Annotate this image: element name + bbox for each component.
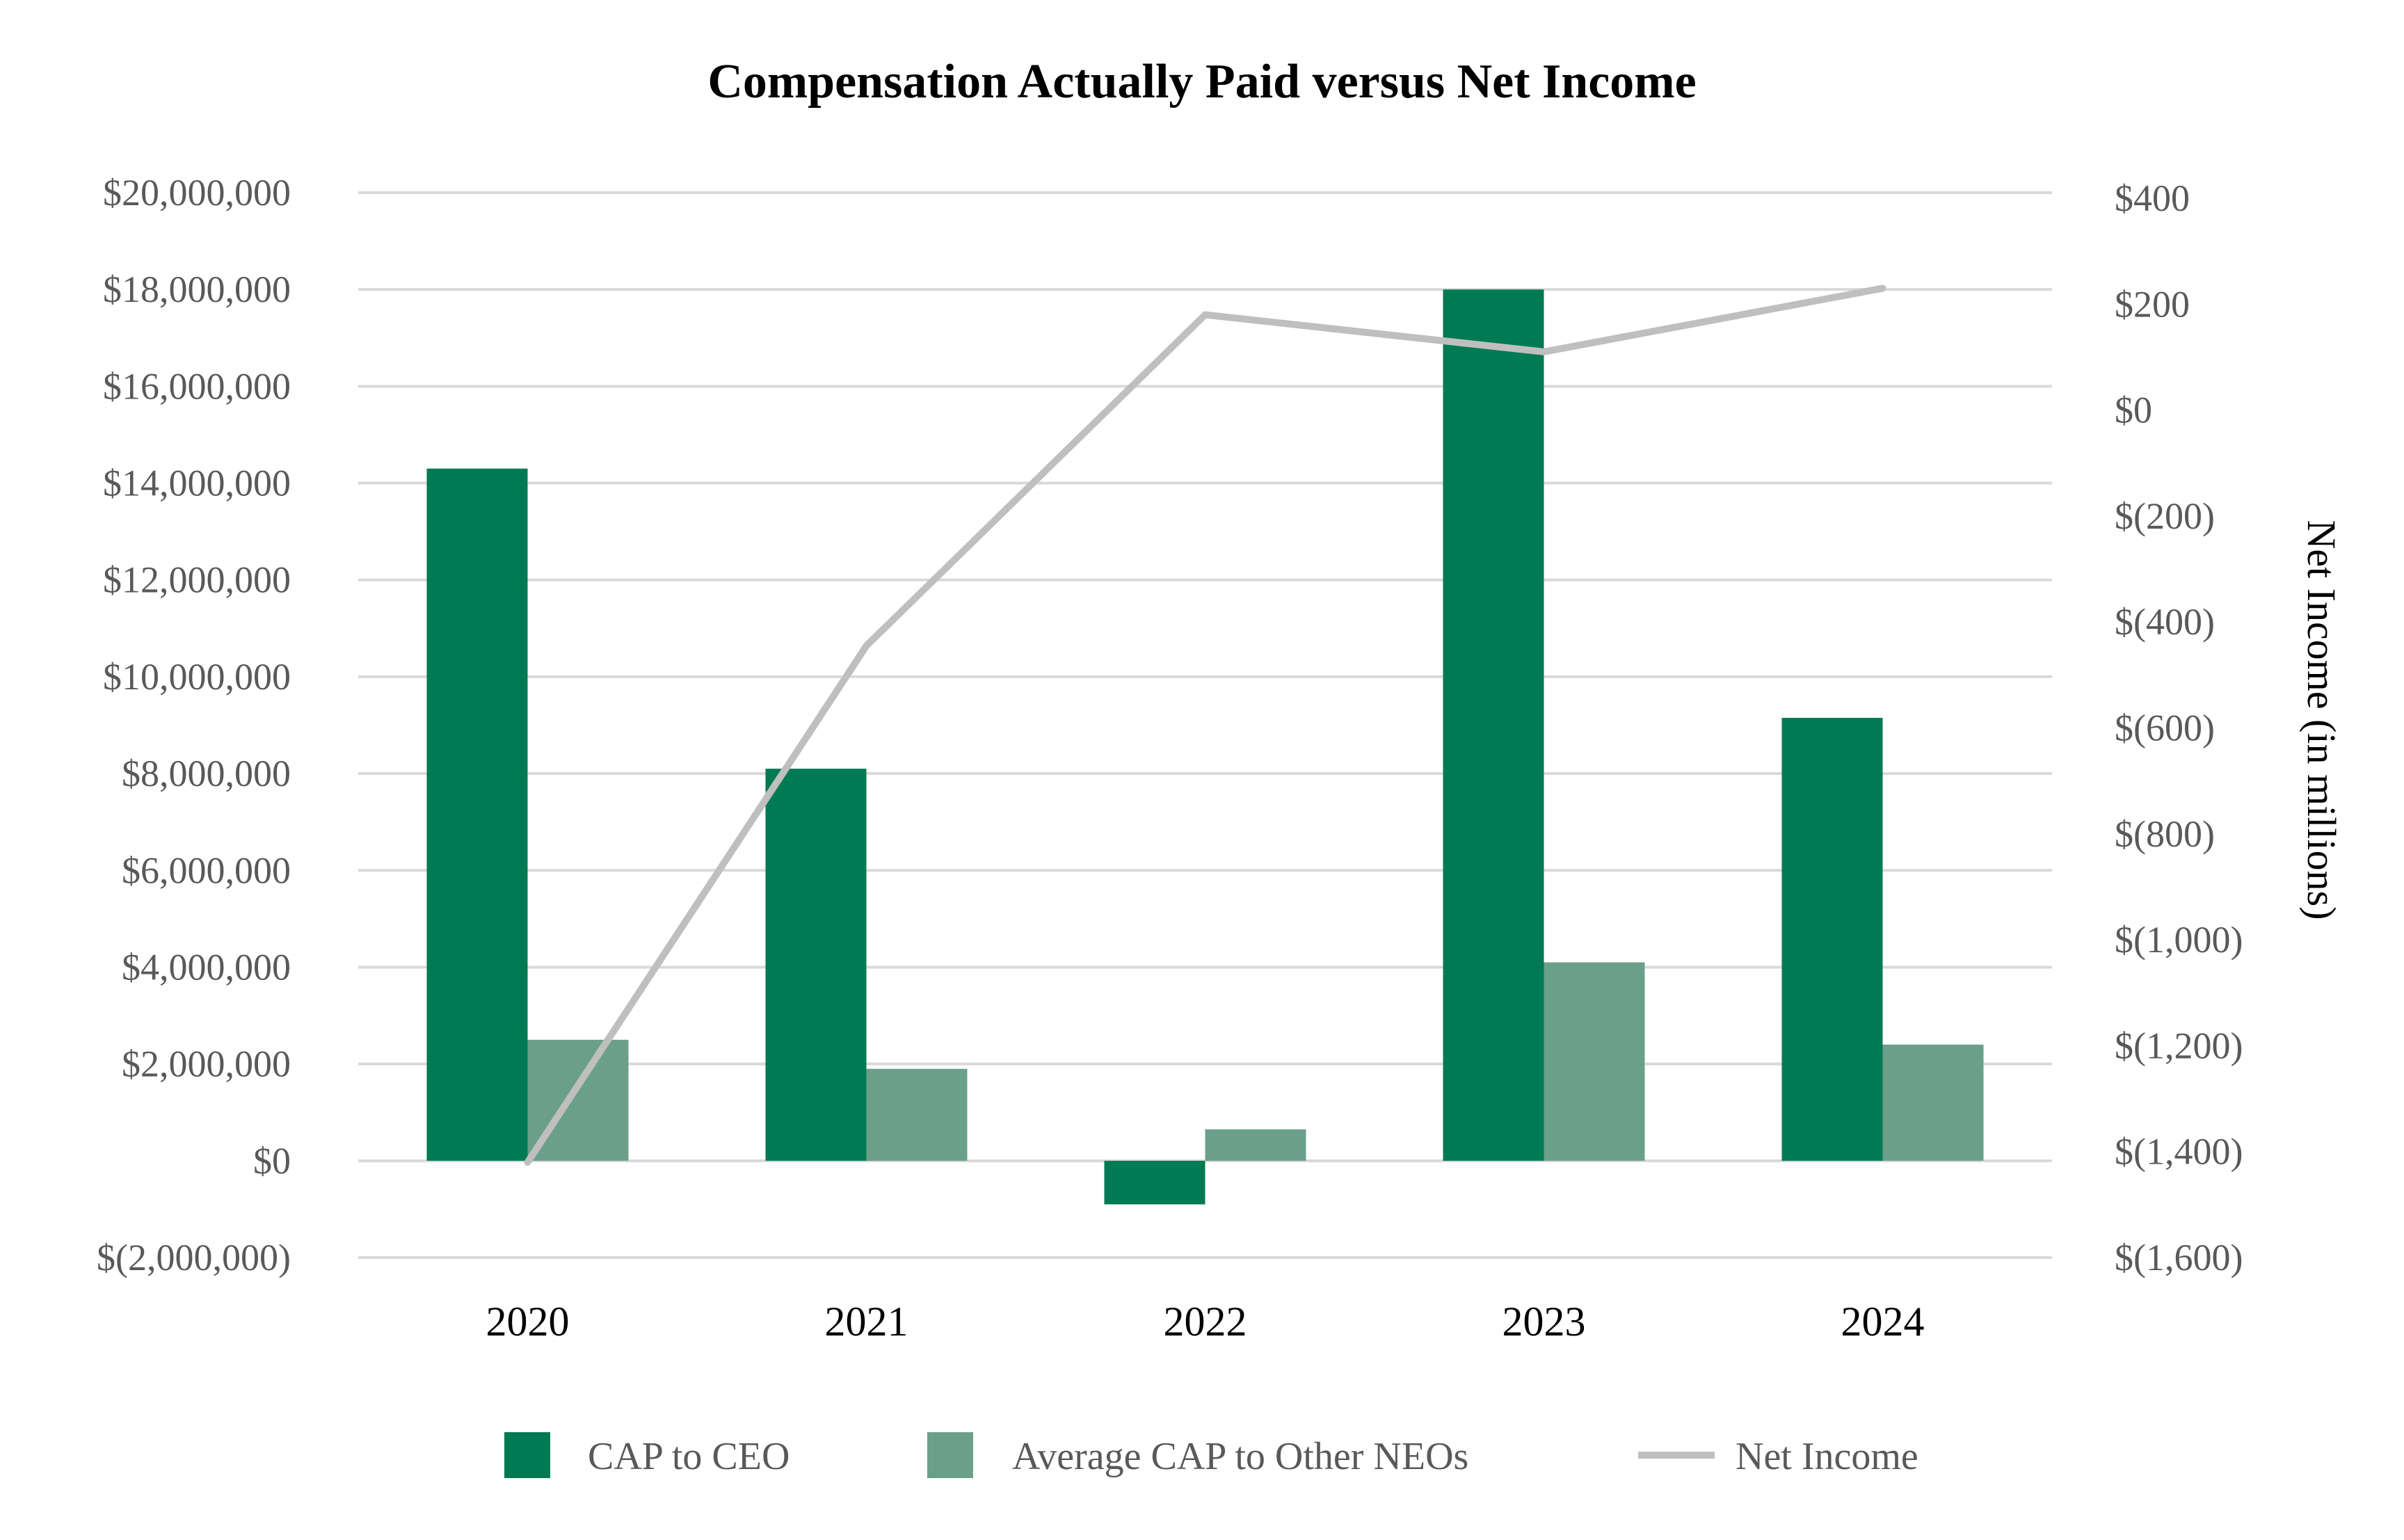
right-tick-label: $(400) [2115, 601, 2215, 643]
legend-swatch-cap-to-ceo [504, 1432, 550, 1478]
x-axis: 2020 2021 2022 2023 2024 [486, 1299, 1925, 1345]
left-axis: $(2,000,000) $0 $2,000,000 $4,000,000 $6,000… [97, 172, 291, 1278]
legend-label: Net Income [1736, 1435, 1918, 1478]
gridlines [358, 191, 2052, 1259]
bar-cap-to-ceo-2020 [426, 468, 528, 1161]
legend-swatch-avg-cap-other-neos [927, 1432, 973, 1478]
bar-cap-to-ceo-2022 [1104, 1160, 1205, 1205]
x-tick-label: 2020 [486, 1299, 570, 1345]
bars [426, 289, 1984, 1205]
left-tick-label: $16,000,000 [103, 365, 291, 407]
x-tick-label: 2021 [825, 1299, 908, 1345]
right-tick-label: $(600) [2115, 707, 2215, 749]
x-tick-label: 2022 [1164, 1299, 1247, 1345]
net-income-line-group [524, 284, 1886, 1166]
right-tick-label: $200 [2115, 283, 2190, 325]
right-axis: $(1,600) $(1,400) $(1,200) $(1,000) $(800) $(… [2115, 177, 2243, 1278]
left-tick-label: $0 [253, 1140, 291, 1182]
legend-label: CAP to CEO [588, 1435, 790, 1478]
left-tick-label: $12,000,000 [103, 559, 291, 601]
legend: CAP to CEO Average CAP to Other NEOs Net I… [504, 1432, 1918, 1478]
left-tick-label: $10,000,000 [103, 656, 291, 698]
right-tick-label: $0 [2115, 390, 2152, 431]
left-tick-label: $8,000,000 [122, 753, 291, 794]
bar-avg-cap-other-neos-2022 [1205, 1129, 1306, 1161]
legend-label: Average CAP to Other NEOs [1012, 1435, 1468, 1478]
bar-avg-cap-other-neos-2023 [1544, 962, 1645, 1161]
left-tick-label: $2,000,000 [122, 1043, 291, 1085]
left-tick-label: $(2,000,000) [97, 1237, 291, 1278]
net-income-line [524, 284, 1886, 1166]
right-tick-label: $(1,400) [2115, 1131, 2243, 1173]
chart-title: Compensation Actually Paid versus Net In… [707, 55, 1696, 109]
bar-cap-to-ceo-2024 [1781, 718, 1883, 1161]
left-tick-label: $4,000,000 [122, 946, 291, 988]
right-tick-label: $(200) [2115, 495, 2215, 537]
left-tick-label: $20,000,000 [103, 172, 291, 214]
left-tick-label: $6,000,000 [122, 849, 291, 891]
left-tick-label: $18,000,000 [103, 268, 291, 310]
right-tick-label: $(1,200) [2115, 1025, 2243, 1066]
left-tick-label: $14,000,000 [103, 463, 291, 504]
right-axis-label: Net Income (in millions) [2299, 520, 2344, 920]
bar-avg-cap-other-neos-2021 [866, 1068, 968, 1161]
bar-avg-cap-other-neos-2024 [1882, 1044, 1984, 1161]
bar-cap-to-ceo-2023 [1443, 289, 1544, 1161]
x-tick-label: 2024 [1841, 1299, 1925, 1345]
right-tick-label: $(1,600) [2115, 1237, 2243, 1278]
right-tick-label: $(1,000) [2115, 919, 2243, 961]
right-tick-label: $(800) [2115, 813, 2215, 855]
right-tick-label: $400 [2115, 177, 2190, 219]
x-tick-label: 2023 [1502, 1299, 1586, 1345]
bar-cap-to-ceo-2021 [765, 769, 867, 1161]
